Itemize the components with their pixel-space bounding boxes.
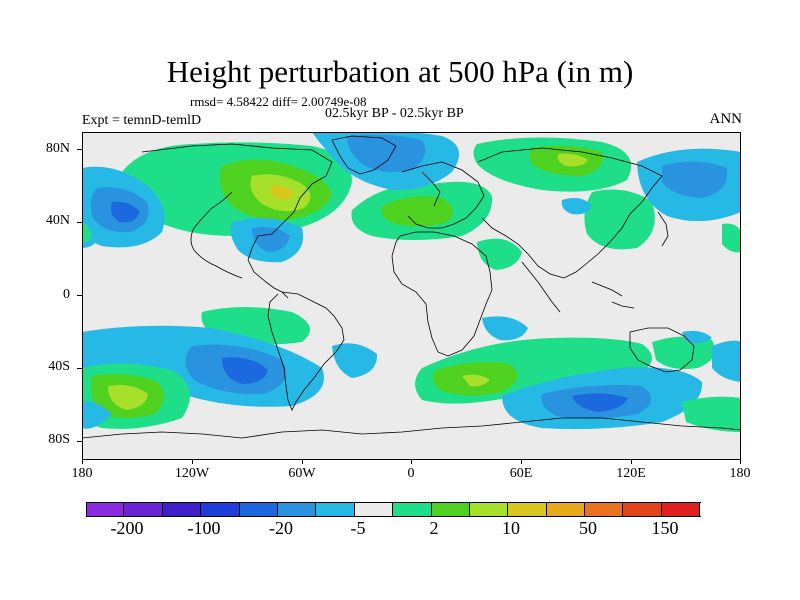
negative-region bbox=[682, 330, 712, 344]
colorbar-label: -5 bbox=[350, 518, 366, 538]
map-panel bbox=[82, 132, 741, 460]
lat-label-0: 0 bbox=[63, 287, 70, 302]
positive-region bbox=[82, 224, 92, 243]
positive-region bbox=[108, 385, 148, 410]
colorbar bbox=[86, 502, 701, 517]
lat-label-40n: 40N bbox=[45, 213, 70, 228]
colorbar-swatch bbox=[124, 502, 163, 517]
colorbar-swatch bbox=[431, 502, 470, 517]
lat-label-80n: 80N bbox=[45, 141, 70, 156]
season-label: ANN bbox=[709, 111, 743, 127]
coastline-south-america bbox=[267, 291, 345, 411]
positive-region bbox=[462, 374, 490, 387]
colorbar-label: -200 bbox=[110, 518, 144, 538]
lon-label-120w: 120W bbox=[174, 466, 210, 481]
coastline-greenland bbox=[331, 135, 397, 175]
colorbar-label: 10 bbox=[502, 518, 520, 538]
coastline-japan bbox=[657, 211, 669, 247]
negative-region bbox=[252, 227, 290, 252]
lon-tick bbox=[740, 459, 741, 464]
negative-region bbox=[662, 161, 728, 198]
colorbar-label: 50 bbox=[579, 518, 597, 538]
coastline-africa bbox=[391, 231, 493, 357]
lat-tick bbox=[77, 222, 82, 223]
lat-label-80s: 80S bbox=[48, 432, 70, 447]
coastline-antarctica bbox=[82, 417, 741, 439]
lon-label-0: 0 bbox=[407, 466, 415, 481]
coastlines bbox=[82, 135, 741, 439]
positive-region bbox=[270, 185, 294, 200]
lon-label-60w: 60W bbox=[288, 466, 316, 481]
coastline-islands bbox=[591, 281, 635, 309]
plot-title: Height perturbation at 500 hPa (in m) bbox=[166, 54, 634, 89]
positive-region bbox=[584, 189, 655, 250]
colorbar-label: -100 bbox=[187, 518, 221, 538]
lat-label-40s: 40S bbox=[48, 359, 70, 374]
contour-fills bbox=[82, 132, 741, 432]
period-text: 02.5kyr BP - 02.5kyr BP bbox=[325, 106, 464, 121]
lat-tick bbox=[77, 295, 82, 296]
lon-label-180w: 180 bbox=[71, 466, 93, 481]
lon-tick bbox=[192, 459, 193, 464]
colorbar-label: 150 bbox=[651, 518, 679, 538]
colorbar-swatch bbox=[316, 502, 355, 517]
negative-region bbox=[82, 401, 112, 429]
coastline-australia bbox=[629, 327, 695, 373]
negative-region bbox=[346, 134, 426, 172]
lon-tick bbox=[82, 459, 83, 464]
lon-tick bbox=[521, 459, 522, 464]
coastline-europe bbox=[401, 161, 485, 229]
negative-region bbox=[712, 340, 741, 382]
experiment-label: Expt = temnD-temlD bbox=[82, 113, 202, 128]
colorbar-swatch bbox=[201, 502, 240, 517]
lon-tick bbox=[411, 459, 412, 464]
positive-region bbox=[682, 396, 741, 432]
colorbar-swatch bbox=[469, 502, 509, 517]
positive-region bbox=[722, 223, 741, 253]
colorbar-swatch bbox=[162, 502, 202, 517]
colorbar-swatch bbox=[277, 502, 317, 517]
colorbar-swatch bbox=[354, 502, 394, 517]
rmsd-text: rmsd= 4.58422 diff= 2.00749e-08 bbox=[190, 94, 367, 109]
coastline-north-america bbox=[141, 143, 333, 299]
lon-label-60e: 60E bbox=[509, 466, 533, 481]
colorbar-label: 2 bbox=[429, 518, 439, 538]
colorbar-swatch bbox=[546, 502, 586, 517]
lat-tick bbox=[77, 441, 82, 442]
colorbar-swatch bbox=[661, 502, 701, 517]
negative-region bbox=[222, 357, 268, 384]
coastline-asia bbox=[477, 147, 663, 313]
colorbar-swatch bbox=[623, 502, 662, 517]
positive-region bbox=[477, 238, 522, 270]
lon-label-120e: 120E bbox=[616, 466, 646, 481]
colorbar-swatch bbox=[508, 502, 547, 517]
negative-region bbox=[482, 316, 528, 341]
positive-region bbox=[652, 336, 715, 369]
lat-tick bbox=[77, 149, 82, 150]
lon-tick bbox=[631, 459, 632, 464]
lat-tick bbox=[77, 368, 82, 369]
negative-region bbox=[561, 198, 592, 215]
negative-region bbox=[332, 343, 378, 378]
lon-label-180e: 180 bbox=[729, 466, 751, 481]
colorbar-swatch bbox=[86, 502, 125, 517]
negative-region bbox=[111, 201, 140, 223]
colorbar-swatch bbox=[239, 502, 278, 517]
negative-region bbox=[572, 393, 628, 412]
positive-region bbox=[557, 153, 588, 167]
contour-map bbox=[82, 132, 741, 439]
colorbar-swatch bbox=[585, 502, 624, 517]
colorbar-swatch bbox=[393, 502, 432, 517]
lon-tick bbox=[302, 459, 303, 464]
colorbar-label: -20 bbox=[269, 518, 293, 538]
